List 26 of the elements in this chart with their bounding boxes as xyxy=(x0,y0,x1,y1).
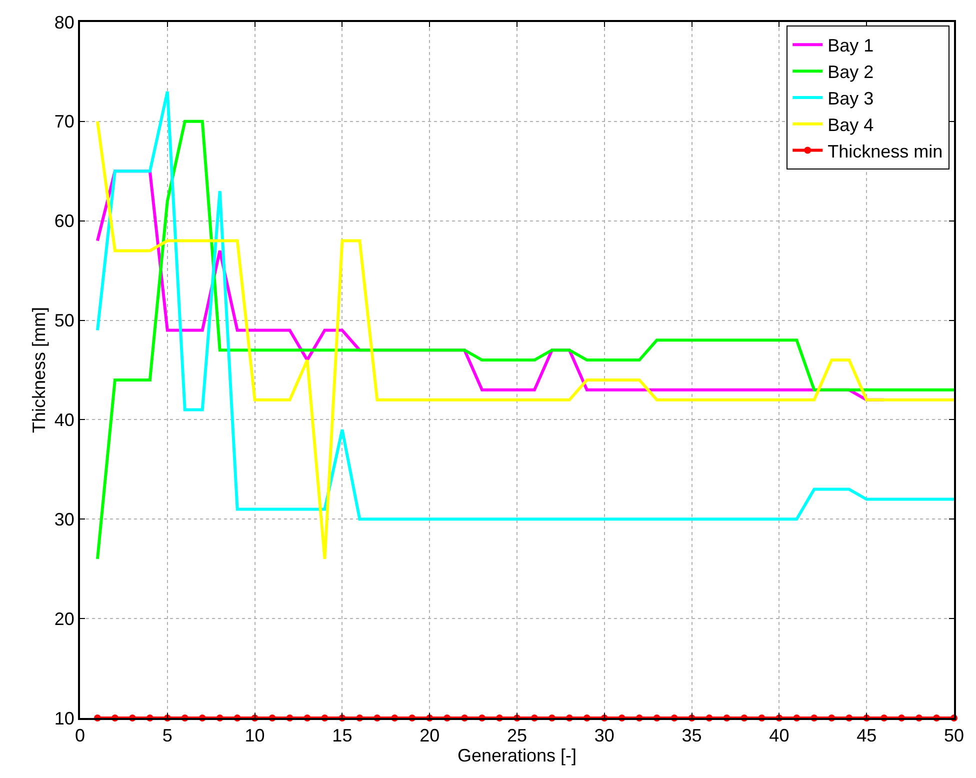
x-axis-title: Generations [-] xyxy=(457,746,577,766)
x-tick-label: 30 xyxy=(594,726,614,746)
x-tick-label: 25 xyxy=(506,726,528,746)
x-tick-label: 50 xyxy=(944,726,964,746)
legend-label: Bay 3 xyxy=(828,88,874,108)
legend-label: Bay 4 xyxy=(828,114,874,135)
x-tick-label: 5 xyxy=(162,726,172,746)
x-tick-label: 45 xyxy=(856,726,877,746)
y-tick-label: 40 xyxy=(54,410,74,430)
x-tick-label: 20 xyxy=(420,726,440,746)
x-tick-label: 35 xyxy=(682,726,702,746)
x-tick-label: 40 xyxy=(769,726,790,746)
y-tick-label: 50 xyxy=(54,310,74,331)
y-tick-label: 20 xyxy=(54,608,74,629)
y-tick-label: 10 xyxy=(54,708,74,728)
legend-label: Bay 1 xyxy=(828,36,874,56)
y-tick-label: 60 xyxy=(54,211,74,232)
x-tick-label: 10 xyxy=(244,726,265,746)
y-tick-label: 70 xyxy=(54,112,74,132)
x-tick-label: 0 xyxy=(74,726,86,746)
y-tick-label: 30 xyxy=(54,509,74,530)
legend-label: Thickness min xyxy=(828,141,943,162)
y-tick-label: 80 xyxy=(54,12,74,32)
x-tick-label: 15 xyxy=(332,726,352,746)
legend-label: Bay 2 xyxy=(828,62,874,82)
y-axis-title: Thickness [mm] xyxy=(29,306,50,434)
